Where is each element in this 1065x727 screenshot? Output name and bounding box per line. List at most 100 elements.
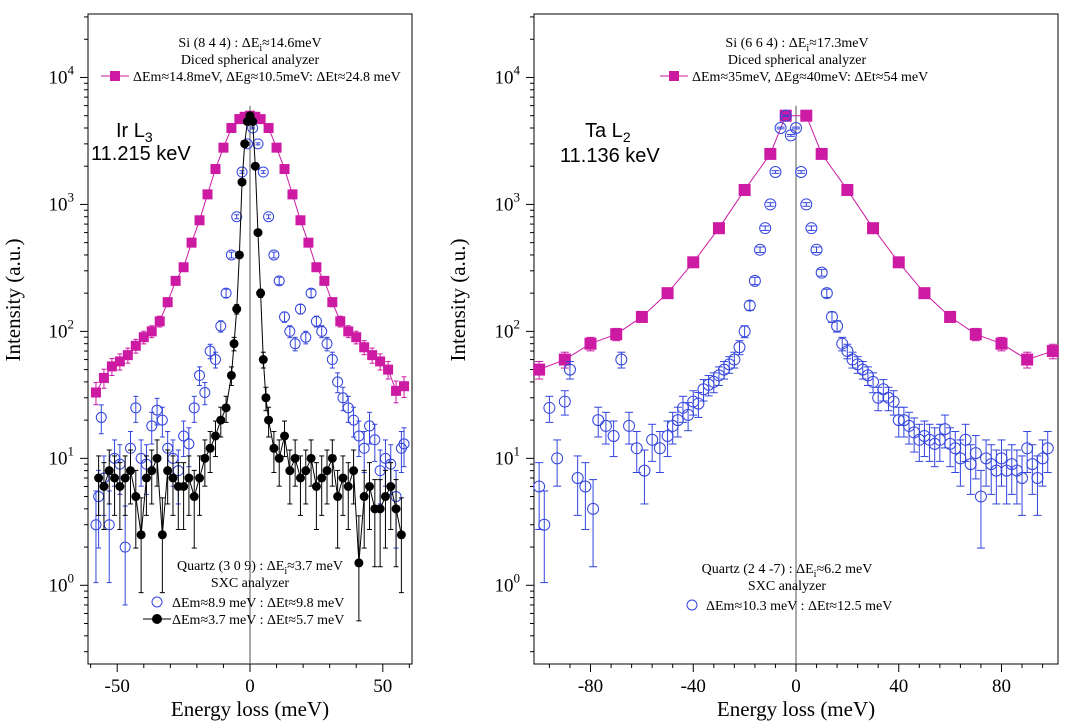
legend-label-black: ΔEm≈3.7 meV : ΔEt≈5.7 meV xyxy=(172,613,344,628)
data-point xyxy=(386,482,395,491)
data-point xyxy=(256,289,265,298)
data-point xyxy=(1047,345,1059,357)
data-point xyxy=(137,530,146,539)
error-bar xyxy=(561,391,569,415)
y-tick-label: 101 xyxy=(49,443,75,469)
legend-label-magenta: ΔEm≈35meV, ΔEg≈40meV: ΔEt≈54 meV xyxy=(692,70,928,85)
error-bar xyxy=(362,470,367,548)
error-bar xyxy=(362,432,367,473)
error-bar xyxy=(229,252,234,258)
error-bar xyxy=(271,252,276,258)
error-bar xyxy=(648,424,656,461)
error-bar xyxy=(766,203,774,207)
error-bar xyxy=(818,269,826,276)
data-point xyxy=(248,117,257,126)
data-point xyxy=(867,222,879,234)
top-annotation-analyzer: Diced spherical analyzer xyxy=(728,53,867,68)
data-point xyxy=(333,492,342,501)
data-point xyxy=(610,328,622,340)
error-bar xyxy=(802,203,810,207)
y-axis-title: Intensity (a.u.) xyxy=(1,238,25,361)
edge-label: Ir L3 xyxy=(116,120,153,145)
error-bar xyxy=(197,367,202,386)
error-bar xyxy=(240,171,245,174)
error-bar xyxy=(314,316,319,327)
data-point xyxy=(203,189,213,199)
error-bar xyxy=(900,407,908,437)
x-axis-title: Energy loss (meV) xyxy=(717,697,875,721)
data-point xyxy=(253,228,262,237)
legend-label-blue: ΔEm≈10.3 meV : ΔEt≈12.5 meV xyxy=(706,599,892,614)
data-point xyxy=(311,262,321,272)
error-bar xyxy=(372,480,377,567)
error-bar xyxy=(633,432,641,473)
data-point xyxy=(206,444,215,453)
data-point xyxy=(222,403,231,412)
error-bar xyxy=(192,396,197,422)
error-bar xyxy=(610,421,618,457)
data-point xyxy=(392,504,401,513)
data-point xyxy=(211,431,220,440)
data-point xyxy=(995,338,1007,350)
series-open-circle xyxy=(534,110,1054,582)
data-point xyxy=(227,371,236,380)
error-bar xyxy=(540,491,548,583)
error-bar xyxy=(133,396,138,422)
error-bar xyxy=(1003,450,1011,504)
y-tick-label: 102 xyxy=(49,316,75,342)
error-bar xyxy=(192,470,197,548)
data-point xyxy=(147,466,156,475)
data-point xyxy=(381,492,390,501)
data-point xyxy=(168,474,177,483)
data-point xyxy=(376,504,385,513)
error-bar xyxy=(266,215,271,219)
data-point xyxy=(301,466,310,475)
data-point xyxy=(397,530,406,539)
error-bar xyxy=(202,383,207,405)
data-point xyxy=(232,305,241,314)
error-bar xyxy=(309,289,314,297)
error-bar xyxy=(756,247,764,252)
error-bar xyxy=(962,424,970,461)
data-point xyxy=(238,178,247,187)
data-point xyxy=(210,164,220,174)
legend-label-blue: ΔEm≈8.9 meV : ΔEt≈9.8 meV xyxy=(172,596,344,611)
data-point xyxy=(261,393,270,402)
data-point xyxy=(636,311,648,323)
error-bar xyxy=(378,480,383,567)
x-tick-label: 40 xyxy=(889,676,908,697)
data-point xyxy=(190,492,199,501)
error-bar xyxy=(234,215,239,219)
data-point xyxy=(94,474,103,483)
data-point xyxy=(280,164,290,174)
data-point xyxy=(158,530,167,539)
data-point xyxy=(179,262,189,272)
error-bar xyxy=(746,301,754,310)
data-point xyxy=(280,431,289,440)
data-point xyxy=(110,474,119,483)
error-bar xyxy=(181,421,186,457)
error-bar xyxy=(394,480,399,567)
data-point xyxy=(256,114,266,124)
data-point xyxy=(317,474,326,483)
legend-item-magenta: ΔEm≈14.8meV, ΔEg≈10.5meV: ΔEt≈24.8 meV xyxy=(101,70,401,85)
x-tick-label: 50 xyxy=(373,676,392,697)
data-point xyxy=(99,373,109,383)
data-point xyxy=(184,474,193,483)
data-point xyxy=(307,454,316,463)
error-bar xyxy=(255,143,260,145)
data-point xyxy=(312,482,321,491)
legend-item-magenta: ΔEm≈35meV, ΔEg≈40meV: ΔEt≈54 meV xyxy=(660,70,928,85)
y-tick-label: 103 xyxy=(49,189,75,215)
error-bar xyxy=(915,424,923,461)
data-point xyxy=(218,143,228,153)
error-bar xyxy=(99,405,104,434)
error-bar xyxy=(107,491,112,583)
data-point xyxy=(893,256,905,268)
data-point xyxy=(179,482,188,491)
error-bar xyxy=(335,373,340,393)
top-annotation-title: Si (6 6 4) : ΔEi≈17.3meV xyxy=(725,36,868,54)
legend-item-blue: ΔEm≈8.9 meV : ΔEt≈9.8 meV xyxy=(152,596,344,611)
data-point xyxy=(399,381,409,391)
y-tick-label: 104 xyxy=(49,62,75,88)
